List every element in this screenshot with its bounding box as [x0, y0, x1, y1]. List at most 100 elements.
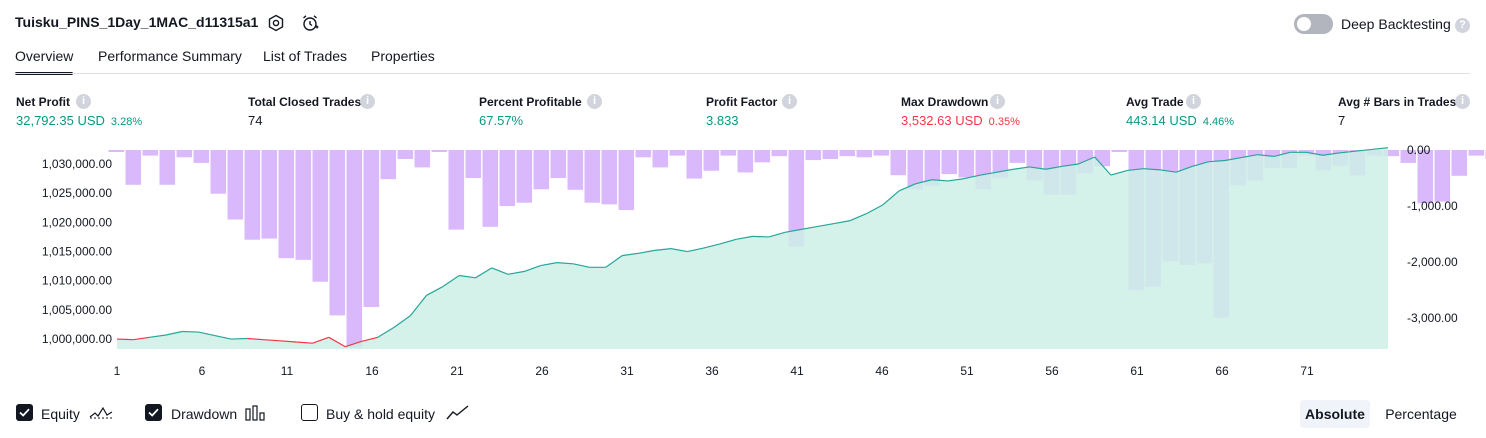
deep-backtesting-label: Deep Backtesting: [1341, 16, 1451, 32]
tab-properties[interactable]: Properties: [371, 48, 435, 64]
equity-segment: [231, 337, 248, 340]
absolute-button[interactable]: Absolute: [1300, 400, 1370, 428]
left-tick-label: 1,025,000.00: [42, 186, 112, 200]
tab-performance-summary[interactable]: Performance Summary: [98, 48, 242, 64]
equity-segment: [687, 247, 704, 253]
x-tick-label: 51: [960, 364, 974, 378]
right-tick-label: 0.00: [1407, 143, 1431, 157]
drawdown-bar: [278, 150, 295, 259]
equity-drawdown-chart: 1,030,000.00 1,025,000.00 1,020,000.00 1,01…: [42, 143, 1486, 378]
equity-segment: [719, 238, 737, 245]
equity-segment: [198, 331, 215, 337]
equity-segment: [670, 248, 688, 253]
info-icon[interactable]: i: [360, 94, 375, 109]
tab-divider: [15, 73, 1470, 74]
equity-segment: [409, 294, 428, 317]
equity-segment: [116, 338, 134, 341]
metric-label-total-closed-trades: Total Closed Trades: [248, 95, 362, 109]
equity-segment: [524, 264, 541, 272]
metric-label-percent-profitable: Percent Profitable: [479, 95, 582, 109]
drawdown-bar: [703, 150, 720, 171]
drawdown-bar: [499, 150, 516, 207]
equity-segment: [898, 183, 916, 192]
info-icon[interactable]: i: [587, 94, 602, 109]
right-tick-label: -1,000.00: [1407, 199, 1458, 213]
info-icon[interactable]: i: [990, 94, 1005, 109]
drawdown-bar: [601, 150, 618, 205]
equity-segment: [393, 315, 411, 328]
equity-segment: [703, 243, 721, 249]
right-tick-label: -3,000.00: [1407, 311, 1458, 325]
equity-segment: [915, 179, 932, 185]
deep-backtesting-toggle[interactable]: [1294, 14, 1333, 34]
equity-line-icon: [89, 404, 113, 424]
metric-value-net-profit: 32,792.35 USD 3.28%: [16, 113, 143, 128]
x-axis: 1 6 11 16 21 26 31 36 41 46 51 56 61 66 71: [114, 364, 1314, 378]
alarm-clock-icon[interactable]: [300, 13, 320, 33]
drawdown-label: Drawdown: [171, 406, 238, 422]
tab-overview[interactable]: Overview: [15, 48, 74, 75]
tab-list-of-trades[interactable]: List of Trades: [263, 48, 348, 64]
drawdown-bar: [669, 150, 686, 156]
equity-segment: [736, 235, 753, 240]
equity-segment: [866, 204, 884, 215]
metric-label-net-profit: Net Profit: [16, 95, 70, 109]
drawdown-bar: [856, 150, 873, 158]
right-tick-label: -2,000.00: [1407, 255, 1458, 269]
metric-value-max-drawdown: 3,532.63 USD 0.35%: [901, 113, 1020, 128]
equity-segment: [133, 336, 150, 341]
drawdown-bar: [958, 150, 975, 178]
info-icon[interactable]: i: [1455, 94, 1470, 109]
equity-segment: [1078, 156, 1095, 165]
x-tick-label: 1: [114, 364, 121, 378]
equity-segment: [638, 249, 655, 254]
drawdown-bar: [822, 150, 839, 159]
drawdown-bar: [210, 150, 227, 194]
equity-segment: [1339, 150, 1356, 154]
equity-segment: [1306, 151, 1323, 156]
equity-segment: [1175, 165, 1193, 173]
drawdown-bar: [1451, 150, 1468, 176]
drawdown-bar: [261, 150, 278, 239]
equity-segment: [622, 252, 639, 257]
metric-label-avg-trade: Avg Trade: [1126, 95, 1184, 109]
info-icon[interactable]: i: [76, 94, 91, 109]
equity-segment: [279, 340, 297, 343]
equity-segment: [784, 228, 802, 233]
equity-segment: [556, 262, 574, 265]
drawdown-bar: [584, 150, 601, 203]
metric-value-percent-profitable: 67.57%: [479, 113, 524, 128]
drawdown-bar: [1417, 150, 1434, 204]
info-icon[interactable]: i: [782, 94, 797, 109]
bar-chart-icon: [244, 404, 265, 424]
equity-segment: [980, 171, 998, 176]
metric-value-avg-bars-in-trades: 7: [1338, 113, 1346, 128]
percentage-button[interactable]: Percentage: [1385, 406, 1457, 422]
buy-hold-label: Buy & hold equity: [326, 406, 435, 422]
help-icon[interactable]: ?: [1455, 18, 1470, 33]
left-tick-label: 1,005,000.00: [42, 303, 112, 317]
drawdown-bar: [635, 150, 652, 158]
drawdown-bar: [397, 150, 414, 159]
drawdown-bar: [924, 150, 941, 186]
drawdown-bar: [805, 150, 822, 161]
settings-icon[interactable]: [266, 13, 286, 33]
drawdown-bar: [1400, 150, 1417, 163]
equity-segment: [1371, 147, 1389, 151]
equity-segment: [214, 334, 232, 340]
equity-segment: [1110, 169, 1128, 176]
equity-segment: [833, 220, 851, 225]
equity-segment: [361, 336, 378, 342]
equity-checkbox[interactable]: [16, 404, 33, 421]
equity-segment: [1013, 166, 1030, 170]
buy-hold-checkbox[interactable]: [301, 404, 318, 421]
info-icon[interactable]: i: [1186, 94, 1201, 109]
equity-segment: [1241, 154, 1258, 159]
drawdown-checkbox[interactable]: [145, 404, 162, 421]
drawdown-bar: [363, 150, 380, 307]
drawdown-bar: [1009, 150, 1026, 163]
metric-value-profit-factor: 3.833: [706, 113, 739, 128]
equity-area: [116, 147, 1389, 349]
toggle-knob: [1297, 17, 1311, 31]
x-tick-label: 71: [1300, 364, 1314, 378]
